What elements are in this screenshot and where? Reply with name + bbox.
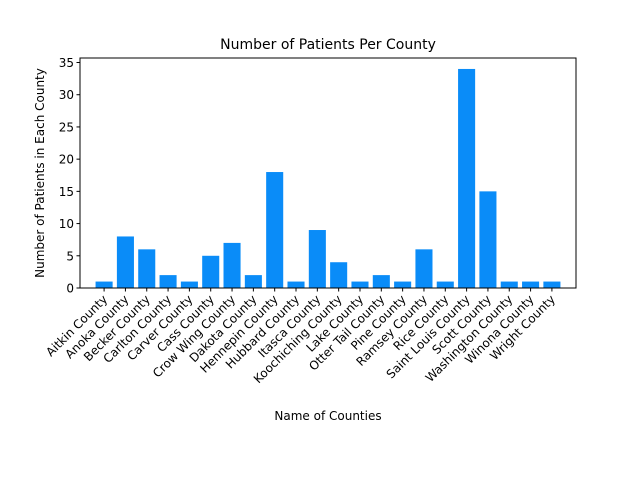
bar-aitkin-county (95, 281, 113, 288)
bar-otter-tail-county (372, 275, 390, 288)
bar-cass-county (202, 255, 220, 288)
bar-becker-county (138, 249, 156, 288)
chart-title: Number of Patients Per County (220, 37, 436, 53)
x-axis-label: Name of Counties (274, 409, 381, 423)
bar-itasca-county (308, 230, 326, 288)
bar-wright-county (543, 281, 561, 288)
bar-carver-county (180, 281, 198, 288)
bar-pine-county (394, 281, 412, 288)
bar-anoka-county (116, 236, 134, 288)
y-tick-label: 10 (59, 217, 74, 231)
bar-crow-wing-county (223, 242, 241, 288)
bar-hennepin-county (266, 172, 284, 288)
bar-saint-louis-county (458, 68, 476, 288)
bar-lake-county (351, 281, 369, 288)
bar-winona-county (522, 281, 540, 288)
bar-washington-county (500, 281, 518, 288)
plot-frame (79, 57, 577, 289)
bar-carlton-county (159, 275, 177, 288)
bar-ramsey-county (415, 249, 433, 288)
bar-rice-county (436, 281, 454, 288)
y-tick-label: 25 (59, 120, 74, 134)
bar-hubbard-county (287, 281, 305, 288)
y-tick-label: 35 (59, 56, 74, 70)
bar-koochiching-county (330, 262, 348, 288)
bar-dakota-county (244, 275, 262, 288)
y-tick-label: 20 (59, 153, 74, 167)
y-tick-label: 0 (66, 282, 74, 296)
y-tick-label: 30 (59, 88, 74, 102)
y-axis-label: Number of Patients in Each County (33, 68, 47, 278)
bar-scott-county (479, 191, 497, 288)
y-tick-label: 15 (59, 185, 74, 199)
y-axis: 0 5 10 15 20 25 30 35 (59, 56, 80, 296)
bars-group (95, 68, 561, 288)
y-tick-label: 5 (66, 249, 74, 263)
